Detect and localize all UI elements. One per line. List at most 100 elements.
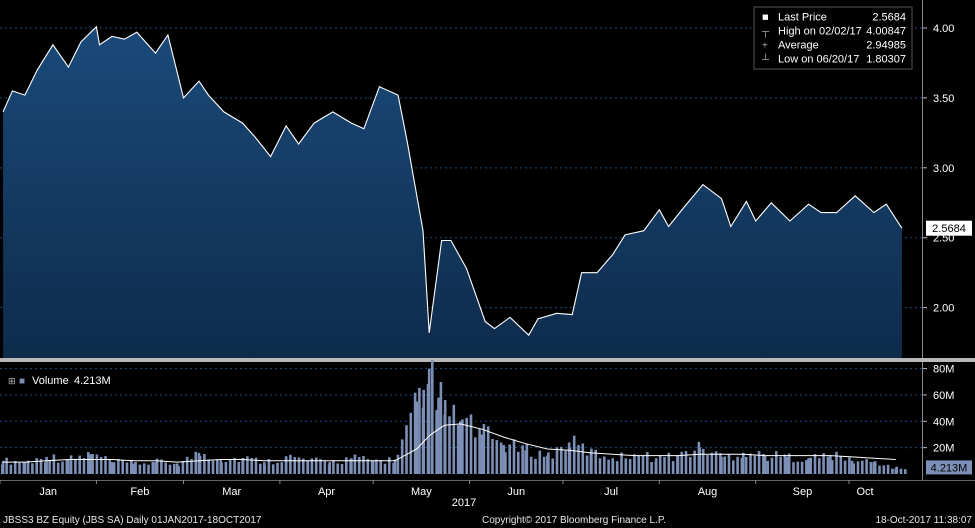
volume-bar (641, 455, 645, 474)
volume-bar-2017-07-10 (589, 452, 593, 474)
volume-bar (254, 457, 258, 474)
volume-bar (78, 455, 81, 474)
volume-bar (228, 459, 232, 474)
volume-bar (52, 454, 56, 474)
volume-y-axis: 80M 60M 40M 20M (922, 362, 954, 480)
volume-bar (65, 459, 69, 474)
volume-bar (138, 464, 142, 474)
volume-bar (82, 458, 86, 474)
volume-bar (276, 462, 279, 474)
volume-bar (185, 456, 189, 474)
volume-bar (865, 459, 868, 474)
legend-marker-average: + (762, 41, 768, 52)
volume-bar (689, 457, 692, 474)
volume-bar (727, 453, 731, 474)
volume-bar (405, 425, 408, 474)
volume-bar (319, 459, 322, 474)
legend-value-average: 2.94985 (866, 40, 906, 52)
volume-bar (762, 453, 765, 474)
volume-bar (259, 463, 262, 474)
volume-bar (56, 462, 60, 474)
volume-bar (723, 456, 726, 474)
x-tick-label-jun: Jun (507, 486, 525, 498)
volume-bar (830, 460, 834, 474)
volume-legend-expand-icon: ⊞ (8, 376, 16, 386)
volume-bar-2017-06-12 (502, 445, 506, 474)
volume-bar-2017-10-09 (872, 462, 876, 474)
volume-bar-2017-03-27 (263, 462, 266, 474)
volume-bar (104, 456, 107, 474)
volume-bar (91, 454, 94, 474)
volume-bar (848, 457, 851, 474)
volume-bar (899, 468, 903, 474)
volume-bar (818, 458, 821, 474)
volume-bar (173, 463, 176, 474)
volume-bar (469, 414, 473, 474)
volume-bar (336, 463, 339, 474)
legend-marker-last-price: ■ (762, 12, 769, 24)
volume-bar (203, 454, 206, 474)
volume-bar (13, 461, 17, 474)
volume-bar-2017-07-24 (633, 454, 636, 474)
volume-bar (310, 458, 314, 474)
volume-bar (452, 404, 456, 474)
volume-bar (671, 461, 675, 474)
volume-bar-2017-05-08 (393, 459, 397, 474)
volume-bar-2017-06-26 (546, 455, 549, 474)
volume-bar (117, 459, 120, 474)
volume-bar (289, 454, 292, 474)
volume-bar (843, 460, 847, 474)
volume-bar (684, 451, 688, 474)
volume-y-tick-label: 60M (933, 390, 954, 402)
volume-bar (435, 410, 438, 474)
volume-bar (710, 452, 714, 474)
volume-legend: ⊞ ■ Volume 4.213M (6, 373, 112, 387)
volume-bar (134, 462, 137, 474)
volume-bar (650, 462, 653, 474)
volume-bar (658, 455, 662, 474)
volume-bar (87, 452, 90, 474)
volume-bar (353, 454, 357, 474)
volume-bar-2017-10-16 (894, 468, 897, 474)
volume-bar (835, 451, 838, 474)
volume-bar (495, 440, 499, 474)
volume-bar-2017-06-19 (524, 450, 527, 474)
legend-marker-low: ┴ (761, 53, 770, 66)
volume-bar (396, 454, 400, 474)
x-tick-label-sep: Sep (793, 486, 813, 498)
price-y-tick-label: 3.00 (933, 163, 954, 175)
volume-bar (585, 455, 589, 474)
volume-bar-2017-08-21 (720, 456, 723, 474)
volume-bar (594, 449, 597, 474)
legend-label-average: Average (778, 40, 819, 52)
volume-bar (147, 464, 150, 474)
legend-value-low: 1.80307 (866, 54, 906, 66)
volume-bar (813, 454, 817, 474)
volume-bar (680, 451, 683, 474)
volume-bar (108, 459, 112, 474)
volume-bar-2017-01-23 (67, 459, 70, 474)
volume-bar (607, 459, 610, 474)
volume-bar (211, 460, 215, 474)
volume-bar (603, 456, 606, 474)
volume-bar-2017-04-10 (306, 460, 310, 474)
volume-bar (878, 465, 881, 474)
volume-bar-2017-02-06 (110, 462, 114, 474)
volume-bar (74, 458, 77, 474)
volume-bar-2017-04-03 (284, 456, 288, 474)
volume-bar (787, 453, 791, 474)
volume-bar (375, 459, 378, 474)
footer-security-description: JBSS3 BZ Equity (JBS SA) Daily 01JAN2017… (3, 515, 262, 526)
footer-timestamp: 18-Oct-2017 11:38:07 (875, 515, 972, 526)
volume-bar (293, 457, 296, 474)
volume-bar (620, 452, 623, 474)
volume-bar (753, 455, 757, 474)
volume-bar (732, 460, 735, 474)
volume-bar (99, 457, 103, 474)
volume-bar (757, 451, 761, 474)
volume-bar (181, 461, 185, 474)
last-price-tag: 2.5684 (926, 220, 972, 236)
volume-bar-2017-08-07 (676, 455, 680, 474)
volume-bar (250, 458, 253, 474)
volume-bar-2017-05-29 (459, 421, 462, 474)
